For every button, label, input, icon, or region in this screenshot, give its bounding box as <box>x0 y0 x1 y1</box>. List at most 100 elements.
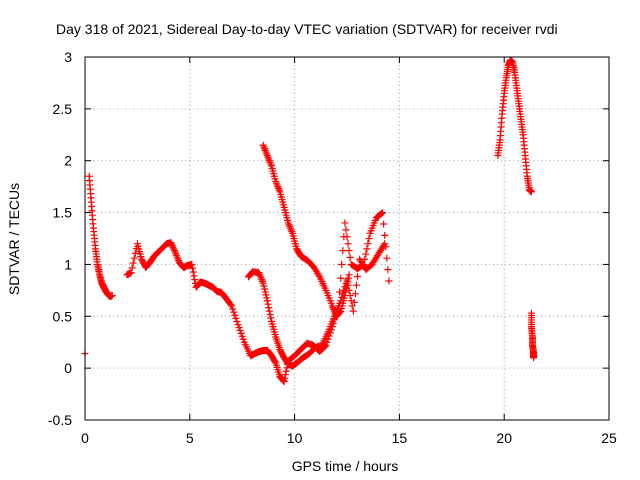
data-point <box>131 249 139 257</box>
data-point <box>170 246 178 254</box>
data-point <box>336 288 344 296</box>
data-point <box>287 226 295 234</box>
data-point <box>172 250 180 258</box>
data-point <box>362 250 370 258</box>
data-point <box>342 288 350 296</box>
data-point <box>169 243 177 251</box>
x-tick-label: 10 <box>287 430 303 446</box>
data-point <box>342 226 350 234</box>
data-point <box>171 248 179 256</box>
data-point <box>230 308 238 316</box>
y-tick-label: -0.5 <box>48 412 72 428</box>
data-point <box>173 253 181 261</box>
x-tick-label: 20 <box>496 430 512 446</box>
data-point <box>282 371 290 379</box>
y-tick-label: 3 <box>64 49 72 65</box>
data-point <box>258 276 266 284</box>
data-point <box>108 292 116 300</box>
data-point <box>271 358 279 366</box>
data-points <box>81 56 538 386</box>
data-point <box>229 305 237 313</box>
x-tick-label: 0 <box>81 430 89 446</box>
data-point <box>352 281 360 289</box>
data-point <box>264 300 272 308</box>
data-point <box>272 177 280 185</box>
data-point <box>237 329 245 337</box>
data-point <box>349 307 357 315</box>
data-point <box>282 367 290 375</box>
data-point <box>344 274 352 282</box>
data-point <box>273 181 281 189</box>
data-point <box>364 240 372 248</box>
data-point <box>281 374 289 382</box>
data-point <box>344 240 352 248</box>
y-tick-label: 1.5 <box>53 205 73 221</box>
y-tick-label: 0 <box>64 360 72 376</box>
data-point <box>265 155 273 163</box>
chart-title: Day 318 of 2021, Sidereal Day-to-day VTE… <box>56 21 558 37</box>
data-point <box>385 277 393 285</box>
data-point <box>365 235 373 242</box>
data-point <box>284 219 292 227</box>
data-point <box>130 254 138 262</box>
data-point <box>167 239 175 247</box>
y-tick-label: 2.5 <box>53 101 73 117</box>
data-point <box>264 153 272 161</box>
data-point <box>233 317 241 325</box>
data-point <box>341 292 349 300</box>
data-point <box>262 148 270 156</box>
data-point <box>263 297 271 305</box>
data-point <box>380 220 388 228</box>
data-point <box>363 245 371 253</box>
data-point <box>323 338 331 346</box>
data-point <box>228 302 236 310</box>
data-point <box>330 305 338 313</box>
data-point <box>168 240 176 248</box>
data-point <box>350 298 358 306</box>
data-point <box>315 271 323 279</box>
data-point <box>174 255 182 263</box>
data-point <box>238 332 246 340</box>
data-point <box>345 271 353 279</box>
data-point <box>189 264 197 272</box>
axis-ticks: 0 5 10 15 20 25 -0.5 0 0.5 1 1.5 2 2.5 3 <box>48 49 617 446</box>
data-point <box>266 158 274 166</box>
data-point <box>378 209 386 217</box>
data-point <box>256 272 264 280</box>
data-point <box>190 272 198 280</box>
x-axis-title: GPS time / hours <box>292 458 399 474</box>
data-point <box>329 304 337 312</box>
data-point <box>381 240 389 248</box>
data-point <box>338 260 346 268</box>
data-point <box>260 143 268 151</box>
data-point <box>255 269 263 277</box>
data-point <box>168 242 176 250</box>
data-point <box>260 282 268 290</box>
data-point <box>355 264 363 272</box>
data-point <box>343 233 351 241</box>
data-point <box>258 277 266 285</box>
data-point <box>227 301 235 309</box>
data-point <box>235 324 243 332</box>
data-point <box>353 273 361 281</box>
data-point <box>339 247 347 255</box>
data-point <box>335 309 343 317</box>
data-point <box>280 378 288 386</box>
data-point <box>530 354 538 362</box>
data-point <box>336 308 344 316</box>
data-point <box>256 270 264 278</box>
data-point <box>257 274 265 282</box>
data-point <box>346 254 354 262</box>
data-point <box>127 269 135 277</box>
data-point <box>267 314 275 322</box>
data-point <box>263 152 271 160</box>
data-point <box>239 335 247 343</box>
data-point <box>259 141 267 149</box>
data-point <box>170 245 178 253</box>
data-point <box>263 294 271 302</box>
data-point <box>383 254 391 262</box>
data-point <box>266 311 274 319</box>
data-point <box>288 228 296 236</box>
data-point <box>263 150 271 158</box>
data-point <box>129 259 137 267</box>
